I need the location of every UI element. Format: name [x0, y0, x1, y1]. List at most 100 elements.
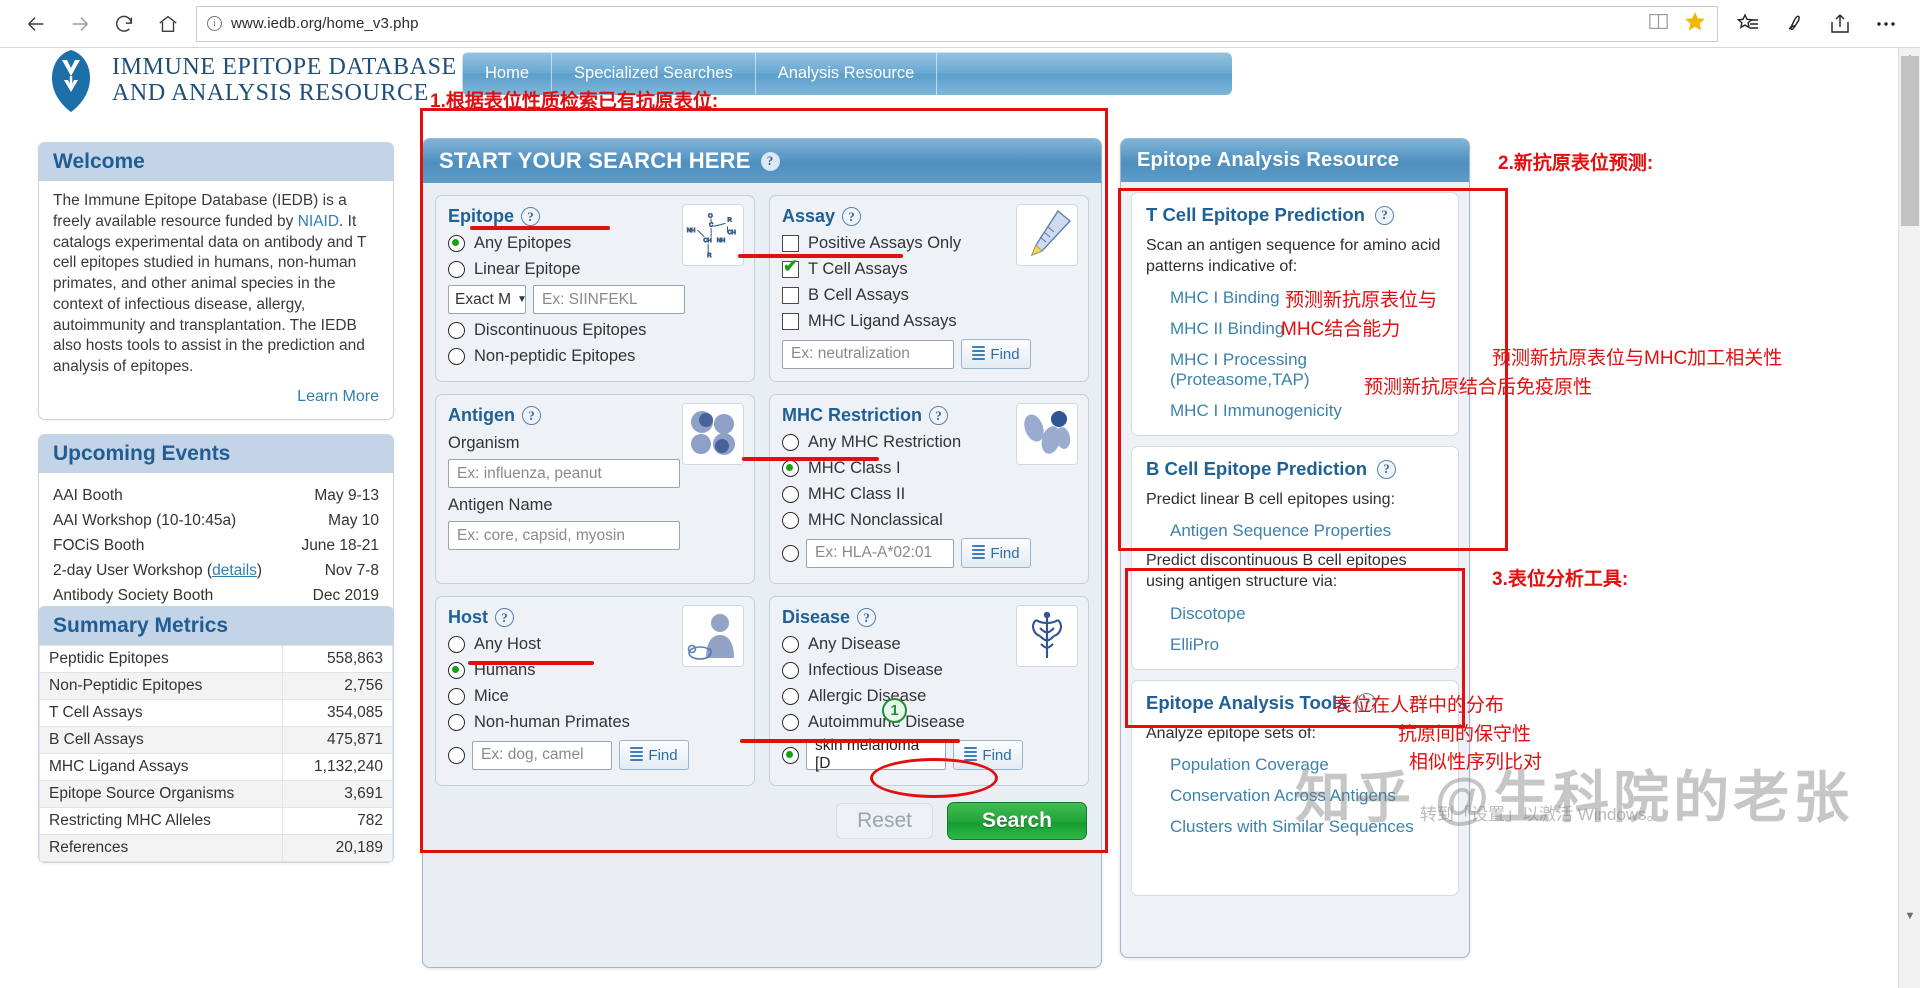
- radio-icon[interactable]: [448, 235, 465, 252]
- radio-icon[interactable]: [448, 688, 465, 705]
- help-icon[interactable]: ?: [495, 608, 514, 627]
- checkbox-positive-assays-only[interactable]: Positive Assays Only: [782, 234, 1076, 253]
- radio-any-epitopes[interactable]: Any Epitopes: [448, 234, 742, 253]
- radio-icon[interactable]: [782, 688, 799, 705]
- refresh-icon[interactable]: [102, 2, 146, 46]
- checkbox-icon[interactable]: [782, 287, 799, 304]
- radio-allergic-disease[interactable]: Allergic Disease: [782, 687, 1076, 706]
- address-bar[interactable]: i www.iedb.org/home_v3.php: [196, 5, 1718, 42]
- help-icon[interactable]: ?: [857, 608, 877, 627]
- radio-linear-epitope[interactable]: Linear Epitope: [448, 260, 742, 279]
- radio-icon[interactable]: [448, 348, 465, 365]
- star-favorite-icon[interactable]: [1683, 10, 1707, 38]
- link-ellipro[interactable]: ElliPro: [1170, 634, 1220, 654]
- radio-icon[interactable]: [448, 662, 465, 679]
- mhc-allele-input[interactable]: Ex: HLA-A*02:01: [806, 538, 954, 568]
- back-arrow-icon[interactable]: [14, 2, 58, 46]
- forward-arrow-icon[interactable]: [58, 2, 102, 46]
- radio-icon[interactable]: [782, 662, 799, 679]
- link-antigen-sequence-properties[interactable]: Antigen Sequence Properties: [1170, 521, 1392, 541]
- mhc-find-button[interactable]: Find: [961, 538, 1031, 568]
- radio-mhc-nonclassical[interactable]: MHC Nonclassical: [782, 511, 1076, 530]
- iedb-logo[interactable]: IMMUNE EPITOPE DATABASE AND ANALYSIS RES…: [40, 44, 457, 118]
- disease-other-input[interactable]: skin melanoma [D: [806, 737, 946, 772]
- checkbox-icon[interactable]: [782, 235, 799, 252]
- radio-icon[interactable]: [448, 322, 465, 339]
- radio-host-other[interactable]: [448, 746, 465, 764]
- nav-item-home[interactable]: Home: [462, 52, 553, 95]
- help-icon[interactable]: ?: [522, 406, 541, 425]
- assay-find-button[interactable]: Find: [961, 339, 1031, 369]
- help-icon[interactable]: ?: [929, 406, 949, 425]
- radio-icon[interactable]: [782, 434, 799, 451]
- help-icon[interactable]: ?: [842, 207, 862, 226]
- radio-non-human-primates[interactable]: Non-human Primates: [448, 713, 742, 732]
- disease-find-button[interactable]: Find: [953, 740, 1023, 770]
- checkbox-mhc-ligand-assays[interactable]: MHC Ligand Assays: [782, 312, 1076, 331]
- web-notes-icon[interactable]: [1774, 4, 1814, 44]
- radio-humans[interactable]: Humans: [448, 661, 742, 680]
- radio-icon[interactable]: [782, 460, 799, 477]
- reset-button[interactable]: Reset: [836, 803, 933, 839]
- search-button[interactable]: Search: [946, 802, 1087, 840]
- radio-mhc-class-ii[interactable]: MHC Class II: [782, 485, 1076, 504]
- assay-search-input[interactable]: Ex: neutralization: [782, 339, 954, 369]
- home-icon[interactable]: [146, 2, 190, 46]
- reading-view-icon[interactable]: [1648, 12, 1669, 36]
- antigen-organism-input[interactable]: Ex: influenza, peanut: [448, 459, 680, 488]
- details-link[interactable]: details: [212, 562, 257, 580]
- checkbox-b-cell-assays[interactable]: B Cell Assays: [782, 286, 1076, 305]
- radio-infectious-disease[interactable]: Infectious Disease: [782, 661, 1076, 680]
- radio-non-peptidic-epitopes[interactable]: Non-peptidic Epitopes: [448, 347, 742, 366]
- checkbox-t-cell-assays[interactable]: T Cell Assays: [782, 257, 1076, 279]
- link-mhc-i-processing[interactable]: MHC I Processing (Proteasome,TAP): [1170, 350, 1444, 390]
- radio-icon[interactable]: [448, 714, 465, 731]
- nav-item-specialized-searches[interactable]: Specialized Searches: [552, 52, 756, 95]
- link-population-coverage[interactable]: Population Coverage: [1170, 754, 1329, 774]
- radio-icon[interactable]: [782, 512, 799, 529]
- link-mhc-ii-binding[interactable]: MHC II Binding: [1170, 319, 1444, 339]
- help-icon[interactable]: ?: [1374, 205, 1394, 225]
- radio-icon[interactable]: [448, 261, 465, 278]
- radio-any-host[interactable]: Any Host: [448, 635, 742, 654]
- checkbox-icon[interactable]: [782, 257, 799, 278]
- link-discotope[interactable]: Discotope: [1170, 603, 1246, 623]
- radio-autoimmune-disease[interactable]: Autoimmune Disease: [782, 713, 1076, 732]
- scroll-down-arrow-icon[interactable]: ▼: [1904, 910, 1916, 922]
- radio-mhc-class-i[interactable]: MHC Class I: [782, 459, 1076, 478]
- niaid-link[interactable]: NIAID: [297, 212, 340, 230]
- radio-disease-other[interactable]: [782, 746, 799, 764]
- nav-item-analysis-resource[interactable]: Analysis Resource: [756, 52, 938, 95]
- link-clusters-with-similar-sequences[interactable]: Clusters with Similar Sequences: [1170, 816, 1414, 836]
- help-icon[interactable]: ?: [760, 151, 780, 171]
- link-conservation-across-antigens[interactable]: Conservation Across Antigens: [1170, 785, 1396, 805]
- radio-mhc-allele-other[interactable]: [782, 544, 799, 562]
- epitope-match-select[interactable]: Exact M ▼: [448, 285, 526, 314]
- scrollbar-thumb[interactable]: [1901, 56, 1919, 226]
- radio-mice[interactable]: Mice: [448, 687, 742, 706]
- vertical-scrollbar[interactable]: ▲ ▼: [1898, 48, 1920, 988]
- link-mhc-i-immunogenicity[interactable]: MHC I Immunogenicity: [1170, 401, 1444, 421]
- share-icon[interactable]: [1820, 4, 1860, 44]
- radio-icon[interactable]: [448, 636, 465, 653]
- radio-any-disease[interactable]: Any Disease: [782, 635, 1076, 654]
- radio-icon[interactable]: [782, 714, 799, 731]
- learn-more-link[interactable]: Learn More: [297, 387, 379, 405]
- link-mhc-i-binding[interactable]: MHC I Binding: [1170, 288, 1444, 308]
- radio-icon[interactable]: [782, 636, 799, 653]
- antigen-name-input[interactable]: Ex: core, capsid, myosin: [448, 521, 680, 550]
- help-icon[interactable]: ?: [1377, 459, 1396, 479]
- host-find-button[interactable]: Find: [619, 740, 689, 770]
- radio-icon[interactable]: [782, 486, 799, 503]
- help-icon[interactable]: ?: [1357, 693, 1377, 713]
- add-to-reading-list-icon[interactable]: [1728, 4, 1768, 44]
- metric-label: Peptidic Epitopes: [39, 645, 283, 673]
- radio-discontinuous-epitopes[interactable]: Discontinuous Epitopes: [448, 321, 742, 340]
- info-icon[interactable]: i: [207, 16, 222, 31]
- epitope-sequence-input[interactable]: Ex: SIINFEKL: [533, 285, 685, 314]
- radio-any-mhc-restriction[interactable]: Any MHC Restriction: [782, 433, 1076, 452]
- checkbox-icon[interactable]: [782, 313, 799, 330]
- help-icon[interactable]: ?: [521, 207, 540, 226]
- host-other-input[interactable]: Ex: dog, camel: [472, 740, 612, 770]
- more-options-icon[interactable]: [1866, 4, 1906, 44]
